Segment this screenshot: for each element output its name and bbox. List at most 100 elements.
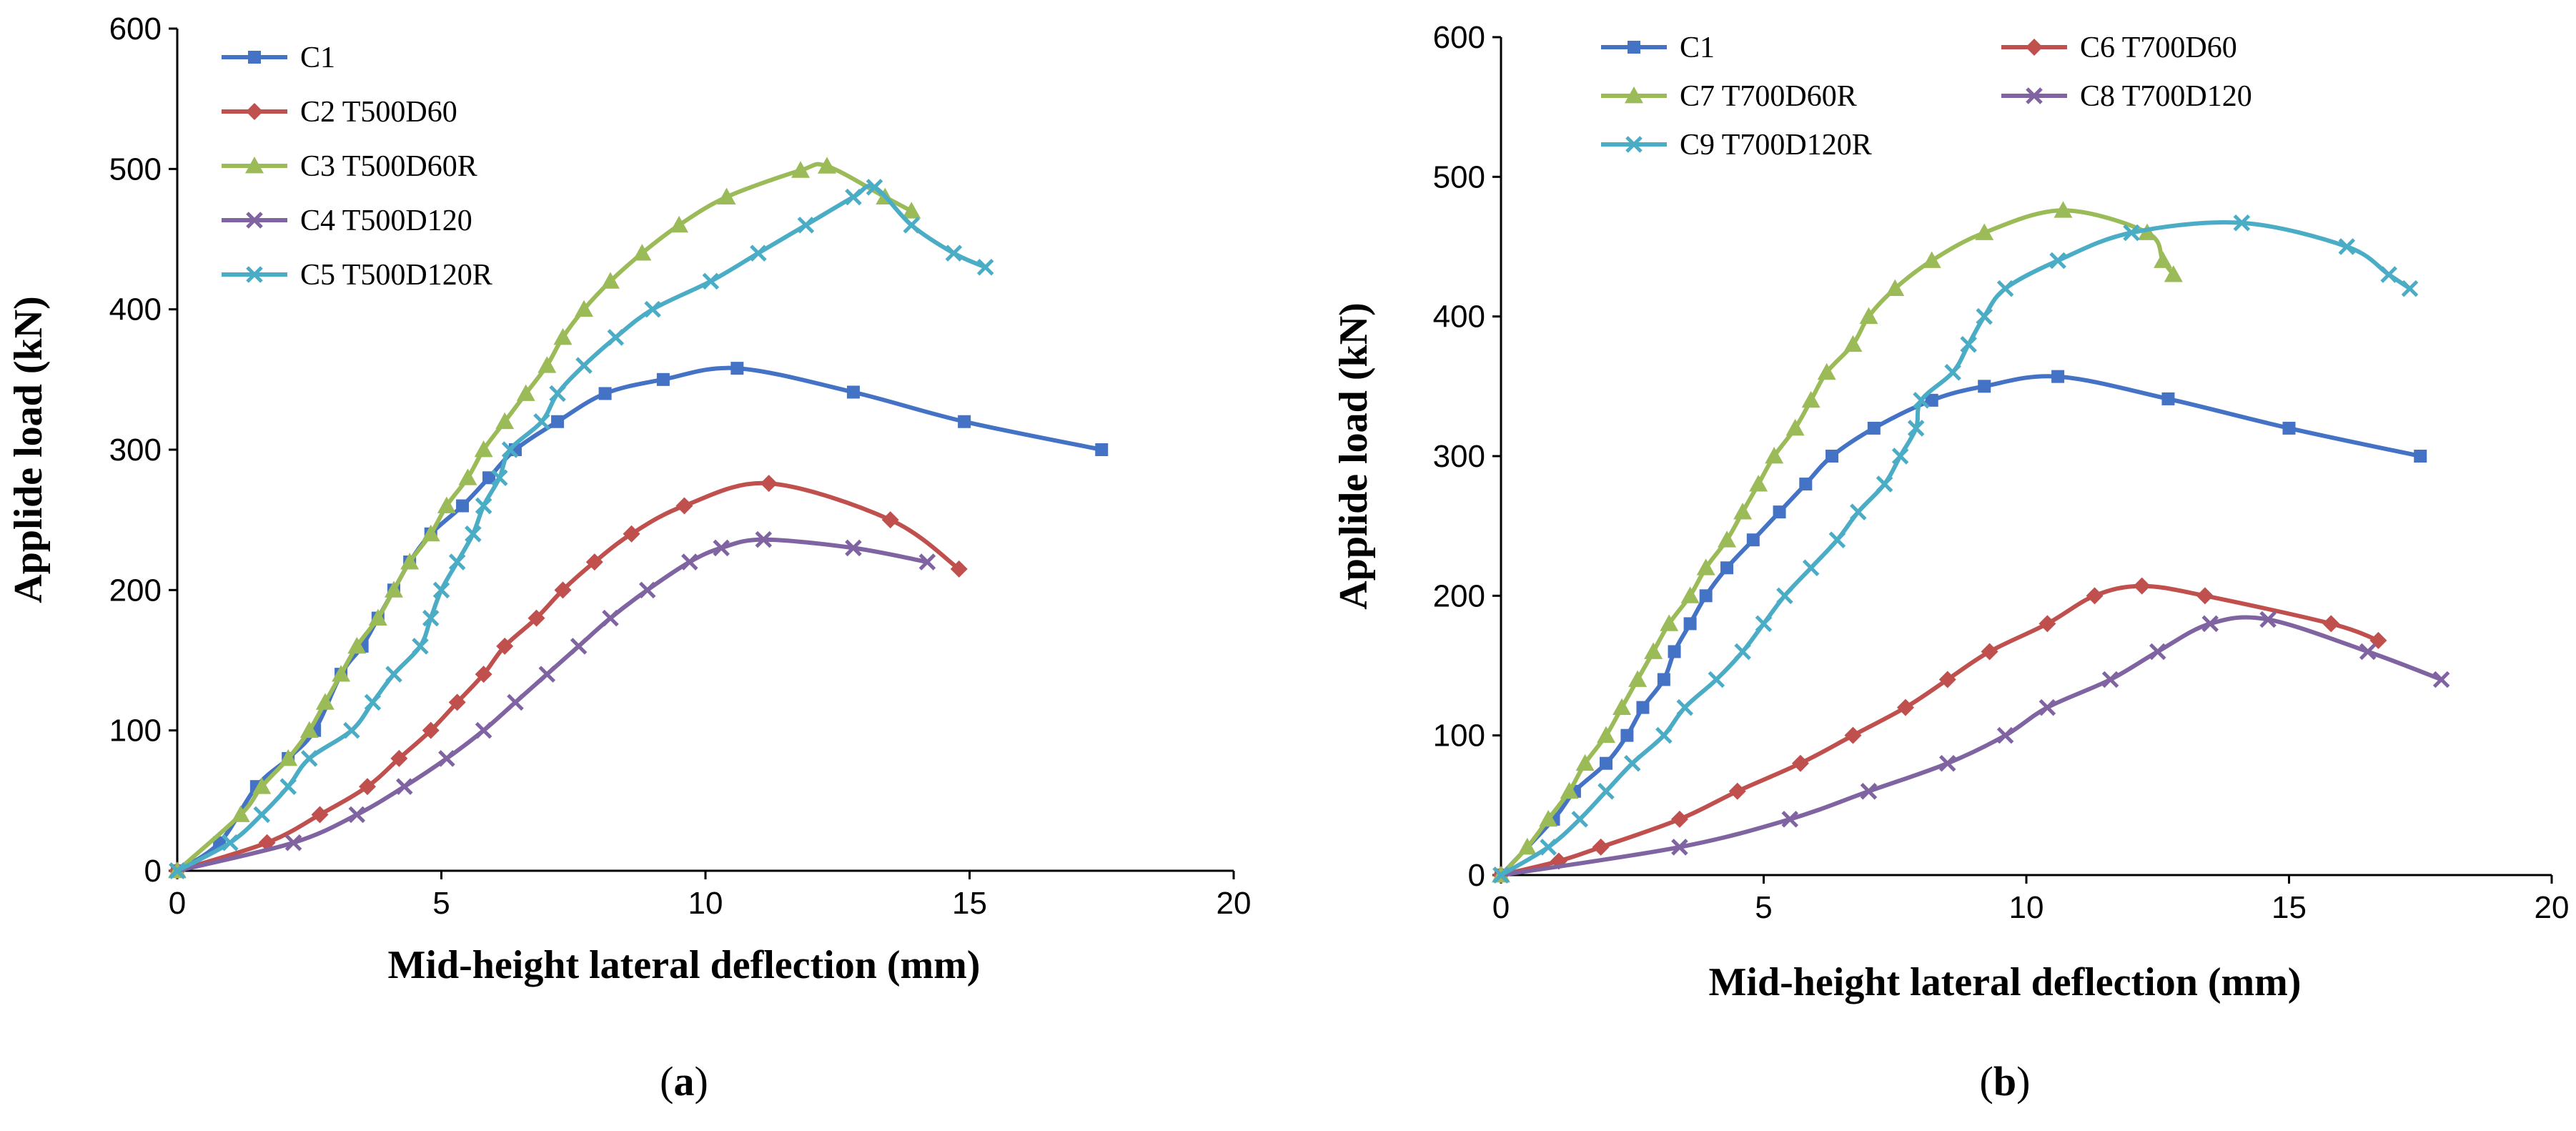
legend-item: C1 xyxy=(222,41,335,74)
data-point xyxy=(1781,811,1799,828)
data-point xyxy=(1636,701,1650,714)
data-point xyxy=(495,412,515,430)
data-point xyxy=(475,666,492,683)
data-point xyxy=(702,272,720,290)
legend-item: C7 T700D60R xyxy=(1601,80,1857,113)
series-c1 xyxy=(171,362,1109,877)
data-point xyxy=(846,385,860,399)
data-point xyxy=(475,721,492,739)
data-point xyxy=(438,750,455,767)
data-point xyxy=(1660,614,1679,631)
data-point xyxy=(1755,615,1773,633)
data-point xyxy=(412,638,429,655)
data-point xyxy=(448,693,466,711)
data-point xyxy=(1886,279,1905,296)
data-point xyxy=(2282,421,2296,435)
x-tick-label: 10 xyxy=(2009,890,2044,925)
data-point xyxy=(538,356,557,373)
legend-item: C4 T500D120 xyxy=(222,204,472,237)
data-point xyxy=(1891,448,1909,465)
data-point xyxy=(400,553,420,570)
data-point xyxy=(1720,561,1734,575)
data-point xyxy=(2051,370,2065,383)
data-point xyxy=(2149,643,2166,661)
data-point xyxy=(1860,783,1878,800)
data-point xyxy=(1776,587,1793,605)
data-point xyxy=(549,385,566,402)
data-point xyxy=(516,384,535,401)
data-point xyxy=(279,749,298,766)
series-line xyxy=(1499,583,2381,877)
data-point xyxy=(554,581,572,599)
series-line xyxy=(175,365,1104,873)
data-point xyxy=(1657,673,1670,686)
data-point xyxy=(2338,238,2356,255)
data-point xyxy=(385,666,402,683)
data-point xyxy=(1922,251,1941,268)
data-point xyxy=(482,471,496,485)
series-line xyxy=(175,537,930,873)
data-point xyxy=(279,778,297,795)
data-point xyxy=(1913,392,1930,409)
data-point xyxy=(2038,615,2056,633)
legend-item: C3 T500D60R xyxy=(222,150,477,183)
x-axis-title: Mid-height lateral deflection (mm) xyxy=(1709,960,2302,1004)
x-tick-label: 0 xyxy=(1492,890,1510,925)
data-point xyxy=(2196,587,2214,605)
data-point xyxy=(2054,201,2073,218)
data-point xyxy=(1843,335,1863,352)
data-point xyxy=(2432,671,2450,688)
x-tick-label: 15 xyxy=(2272,890,2307,925)
data-point xyxy=(2038,698,2056,716)
data-point xyxy=(1938,754,1956,772)
data-point xyxy=(2201,615,2219,633)
legend-label: C8 T700D120 xyxy=(2080,80,2252,113)
y-tick-label: 500 xyxy=(109,152,162,187)
data-point xyxy=(2161,392,2175,405)
x-tick-label: 20 xyxy=(2535,890,2570,925)
data-point xyxy=(1592,838,1610,856)
data-point xyxy=(456,499,470,513)
y-tick-label: 300 xyxy=(109,433,162,468)
data-point xyxy=(1749,475,1768,492)
data-point xyxy=(598,387,612,400)
data-point xyxy=(1996,726,2014,744)
data-point xyxy=(1867,421,1881,435)
data-point xyxy=(432,581,450,599)
data-point xyxy=(422,609,440,627)
data-point xyxy=(437,496,456,513)
series-c2 xyxy=(169,475,968,879)
data-point xyxy=(1799,478,1813,491)
data-point xyxy=(602,609,619,627)
data-point xyxy=(2322,615,2340,633)
data-point xyxy=(1628,670,1648,687)
data-point xyxy=(284,834,302,851)
data-point xyxy=(496,637,514,655)
data-point xyxy=(448,553,466,571)
data-point xyxy=(1620,729,1634,742)
data-point xyxy=(252,777,272,794)
series-c4 xyxy=(169,530,936,879)
data-point xyxy=(1560,781,1579,799)
data-point xyxy=(422,721,440,739)
data-point xyxy=(1896,698,1914,716)
data-point xyxy=(1683,617,1697,631)
data-point xyxy=(656,372,670,386)
data-point xyxy=(713,539,730,557)
series-line xyxy=(175,184,988,873)
y-tick-label: 600 xyxy=(1433,20,1485,55)
data-point xyxy=(1696,558,1715,576)
data-point xyxy=(791,161,811,178)
data-point xyxy=(1850,503,1867,520)
y-tick-label: 100 xyxy=(109,713,162,749)
series-line xyxy=(1499,220,2412,877)
legend-item: C5 T500D120R xyxy=(222,259,492,292)
data-point xyxy=(750,245,767,262)
data-point xyxy=(2401,280,2419,297)
data-point xyxy=(501,441,519,458)
data-point xyxy=(1597,783,1615,800)
data-point xyxy=(465,525,482,543)
series-c8 xyxy=(1492,611,2450,884)
data-point xyxy=(1817,362,1836,380)
